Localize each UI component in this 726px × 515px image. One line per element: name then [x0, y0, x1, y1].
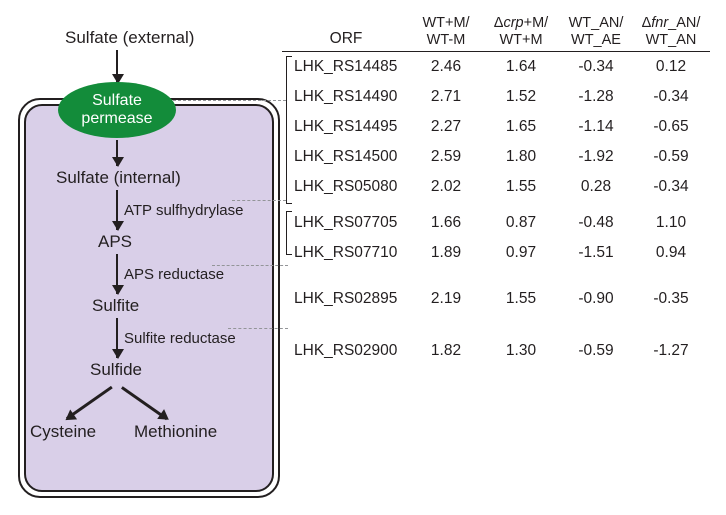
th-col4: fnr_AN/ WT_AN — [632, 14, 710, 52]
table-row: LHK_RS077101.890.97-1.510.94 — [282, 238, 720, 268]
table-row: LHK_RS144952.271.65-1.14-0.65 — [282, 112, 720, 142]
aps-label: APS — [98, 232, 132, 252]
sulfide-label: Sulfide — [90, 360, 142, 380]
cell-orf: LHK_RS14490 — [282, 88, 410, 106]
cell-value: -0.34 — [632, 178, 710, 196]
aps-reductase-label: APS reductase — [124, 266, 224, 283]
cell-value: 0.97 — [482, 244, 560, 262]
cell-value: -0.59 — [632, 148, 710, 166]
th-col3: WT_AN/ WT_AE — [560, 14, 632, 52]
cell-value: 2.46 — [410, 58, 482, 76]
methionine-label: Methionine — [134, 422, 217, 442]
table-row: LHK_RS050802.021.550.28-0.34 — [282, 172, 720, 202]
cell-value: 2.59 — [410, 148, 482, 166]
atp-sulfhydrylase-label: ATP sulfhydrylase — [124, 202, 244, 219]
th-col1: WT+M/ WT-M — [410, 14, 482, 52]
cell-value: 0.12 — [632, 58, 710, 76]
table-row: LHK_RS028952.191.55-0.90-0.35 — [282, 284, 720, 314]
cell-value: -1.92 — [560, 148, 632, 166]
cell-value: 1.66 — [410, 214, 482, 232]
arrow-internal-to-aps — [116, 190, 118, 230]
external-sulfate-label: Sulfate (external) — [65, 28, 194, 48]
arrow-sulfite-to-sulfide — [116, 318, 118, 358]
cell-value: -1.27 — [632, 342, 710, 360]
cell-orf: LHK_RS02900 — [282, 342, 410, 360]
cell-value: 2.27 — [410, 118, 482, 136]
cell-value: 1.64 — [482, 58, 560, 76]
cell-value: 0.94 — [632, 244, 710, 262]
cell-value: 1.10 — [632, 214, 710, 232]
cell-value: 2.71 — [410, 88, 482, 106]
cysteine-label: Cysteine — [30, 422, 96, 442]
cell-orf: LHK_RS07710 — [282, 244, 410, 262]
arrow-permease-to-internal — [116, 140, 118, 166]
cell-value: -0.90 — [560, 290, 632, 308]
arrow-aps-to-sulfite — [116, 254, 118, 294]
permease-label: Sulfate permease — [81, 92, 152, 129]
cell-value: -1.14 — [560, 118, 632, 136]
sulfite-reductase-label: Sulfite reductase — [124, 330, 236, 347]
cell-value: -0.34 — [632, 88, 710, 106]
leader-sulfred — [228, 328, 288, 329]
cell-value: 2.02 — [410, 178, 482, 196]
cell-value: 1.65 — [482, 118, 560, 136]
cell-value: 1.55 — [482, 178, 560, 196]
cell-value: -0.65 — [632, 118, 710, 136]
cell-value: -1.51 — [560, 244, 632, 262]
cell-value: 1.80 — [482, 148, 560, 166]
internal-sulfate-label: Sulfate (internal) — [56, 168, 181, 188]
cell-value: 1.30 — [482, 342, 560, 360]
th-orf: ORF — [282, 14, 410, 52]
expression-table: ORF WT+M/ WT-M crp+M/ WT+M WT_AN/ WT_AE … — [282, 8, 720, 366]
cell-value: -0.34 — [560, 58, 632, 76]
cell-value: 1.82 — [410, 342, 482, 360]
table-header-row: ORF WT+M/ WT-M crp+M/ WT+M WT_AN/ WT_AE … — [282, 8, 720, 52]
table-row: LHK_RS077051.660.87-0.481.10 — [282, 208, 720, 238]
cell-value: -0.59 — [560, 342, 632, 360]
cell-orf: LHK_RS07705 — [282, 214, 410, 232]
arrow-ext-to-permease — [116, 50, 118, 83]
cell-orf: LHK_RS14500 — [282, 148, 410, 166]
table-row: LHK_RS144852.461.64-0.340.12 — [282, 52, 720, 82]
cell-value: 1.52 — [482, 88, 560, 106]
cell-orf: LHK_RS05080 — [282, 178, 410, 196]
cell-value: 1.55 — [482, 290, 560, 308]
leader-atpsulf — [232, 200, 286, 201]
cell-orf: LHK_RS02895 — [282, 290, 410, 308]
table-body: LHK_RS144852.461.64-0.340.12LHK_RS144902… — [282, 52, 720, 366]
pathway-diagram: Sulfate (external) Sulfate permease Sulf… — [10, 10, 290, 505]
table-row: LHK_RS029001.821.30-0.59-1.27 — [282, 336, 720, 366]
leader-permease — [168, 100, 286, 101]
cell-value: 0.87 — [482, 214, 560, 232]
cell-orf: LHK_RS14495 — [282, 118, 410, 136]
cell-value: -0.35 — [632, 290, 710, 308]
cell-value: 0.28 — [560, 178, 632, 196]
table-row: LHK_RS144902.711.52-1.28-0.34 — [282, 82, 720, 112]
cell-value: -1.28 — [560, 88, 632, 106]
th-col2: crp+M/ WT+M — [482, 14, 560, 52]
cell-value: 2.19 — [410, 290, 482, 308]
table-row: LHK_RS145002.591.80-1.92-0.59 — [282, 142, 720, 172]
cell-value: 1.89 — [410, 244, 482, 262]
sulfate-permease-node: Sulfate permease — [58, 82, 176, 138]
cell-value: -0.48 — [560, 214, 632, 232]
cell-orf: LHK_RS14485 — [282, 58, 410, 76]
sulfite-label: Sulfite — [92, 296, 139, 316]
